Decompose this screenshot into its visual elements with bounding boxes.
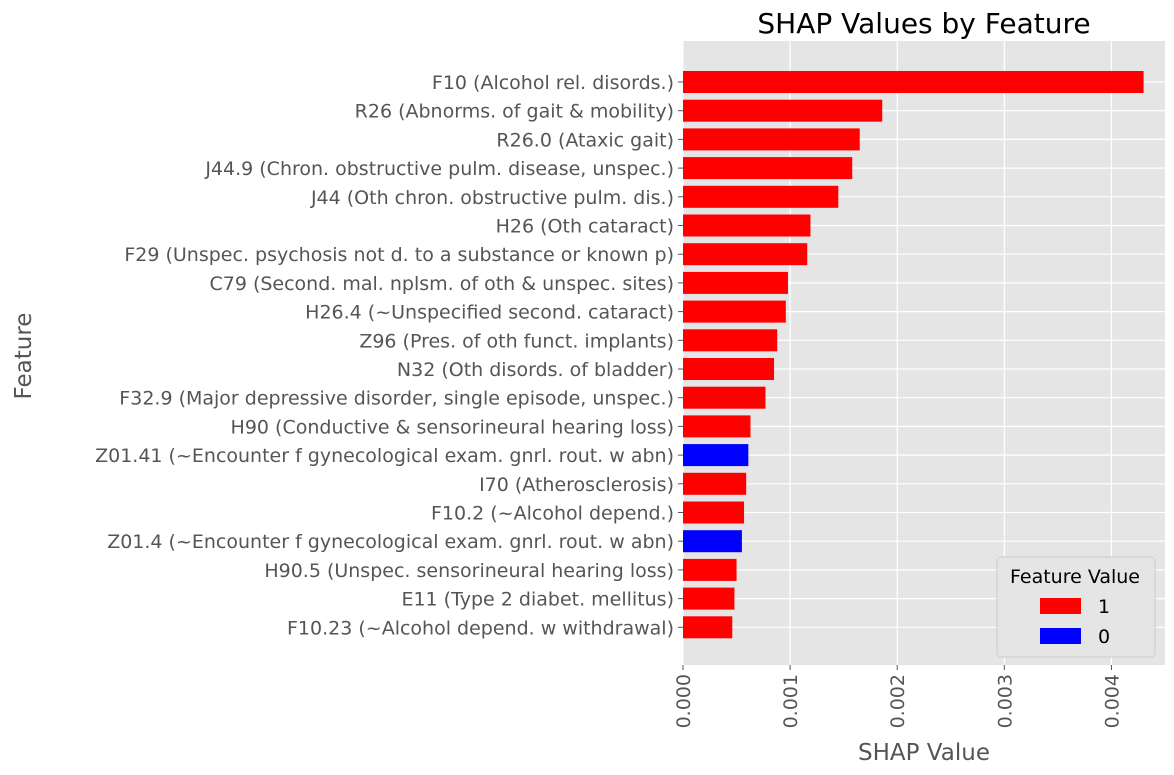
category-label: E11 (Type 2 diabet. mellitus) xyxy=(401,589,674,611)
chart-title: SHAP Values by Feature xyxy=(757,7,1090,40)
bar xyxy=(683,214,811,237)
category-label: F10.2 (~Alcohol depend.) xyxy=(431,503,674,525)
category-label: Z96 (Pres. of oth funct. implants) xyxy=(359,330,674,352)
legend-swatch-0 xyxy=(1040,628,1081,644)
bar xyxy=(683,99,883,122)
x-tick-label: 0.001 xyxy=(780,674,802,728)
bar xyxy=(683,157,853,180)
category-label: J44 (Oth chron. obstructive pulm. dis.) xyxy=(310,187,674,209)
legend-label-0: 0 xyxy=(1098,626,1110,648)
legend-title: Feature Value xyxy=(1010,566,1140,588)
category-label: F10.23 (~Alcohol depend. w withdrawal) xyxy=(287,617,674,639)
x-axis-ticks: 0.000 0.001 0.002 0.003 0.004 xyxy=(673,665,1123,728)
category-label: H90.5 (Unspec. sensorineural hearing los… xyxy=(264,560,674,582)
legend-swatch-1 xyxy=(1040,598,1081,614)
bar xyxy=(683,271,788,294)
category-label: R26.0 (Ataxic gait) xyxy=(496,129,674,151)
bar xyxy=(683,444,749,467)
category-labels: F10 (Alcohol rel. disords.) R26 (Abnorms.… xyxy=(95,72,683,639)
legend-label-1: 1 xyxy=(1098,596,1110,618)
category-label: C79 (Second. mal. nplsm. of oth & unspec… xyxy=(209,273,674,295)
y-axis-label: Feature xyxy=(11,313,37,400)
bar xyxy=(683,415,751,438)
category-label: H26.4 (~Unspecified second. cataract) xyxy=(305,302,674,324)
bar xyxy=(683,472,747,495)
bar xyxy=(683,386,766,409)
bar xyxy=(683,128,860,151)
bar xyxy=(683,587,735,610)
x-tick-label: 0.004 xyxy=(1101,674,1123,728)
category-label: H26 (Oth cataract) xyxy=(496,216,674,238)
category-label: Z01.41 (~Encounter f gynecological exam.… xyxy=(95,445,674,467)
x-tick-label: 0.002 xyxy=(887,674,909,728)
category-label: F10 (Alcohol rel. disords.) xyxy=(432,72,674,94)
category-label: Z01.4 (~Encounter f gynecological exam. … xyxy=(107,531,674,553)
bar xyxy=(683,185,839,208)
legend: Feature Value 1 0 xyxy=(996,556,1156,658)
category-label: F29 (Unspec. psychosis not d. to a subst… xyxy=(124,244,674,266)
category-label: F32.9 (Major depressive disorder, single… xyxy=(119,388,674,410)
bar xyxy=(683,300,786,323)
category-label: H90 (Conductive & sensorineural hearing … xyxy=(231,416,674,438)
bar xyxy=(683,501,745,524)
x-axis-label: SHAP Value xyxy=(858,740,990,766)
category-label: I70 (Atherosclerosis) xyxy=(479,474,674,496)
category-label: J44.9 (Chron. obstructive pulm. disease,… xyxy=(204,158,674,180)
bar xyxy=(683,71,1144,93)
bar xyxy=(683,558,737,581)
x-tick-label: 0.000 xyxy=(673,674,695,728)
x-tick-label: 0.003 xyxy=(994,674,1016,728)
category-label: R26 (Abnorms. of gait & mobility) xyxy=(355,101,674,123)
bar xyxy=(683,329,778,352)
bar xyxy=(683,616,733,639)
bar xyxy=(683,530,742,553)
bars xyxy=(683,71,1144,639)
bar xyxy=(683,358,775,380)
category-label: N32 (Oth disords. of bladder) xyxy=(397,359,674,381)
bar xyxy=(683,243,808,266)
